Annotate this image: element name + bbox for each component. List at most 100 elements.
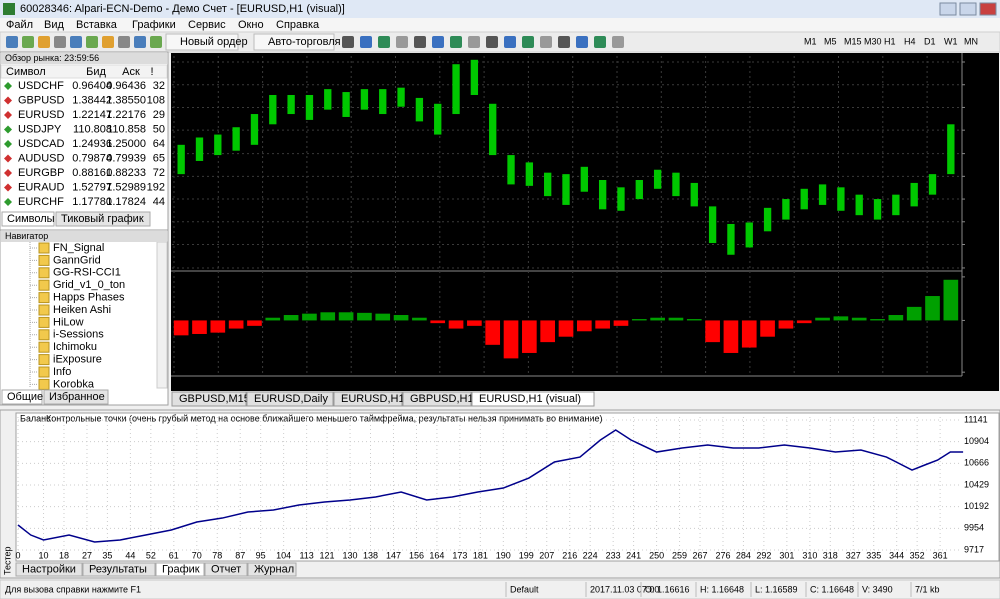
- symbol[interactable]: EURUSD: [18, 109, 65, 121]
- navigator-item[interactable]: i-Sessions: [53, 329, 104, 341]
- panel-tab[interactable]: [1, 211, 55, 227]
- minimize-button[interactable]: [939, 2, 957, 16]
- toolbar-icon[interactable]: [38, 36, 50, 48]
- navigator-item[interactable]: iExposure: [53, 354, 102, 366]
- timeframe-button[interactable]: W1: [944, 36, 958, 46]
- panel-tab[interactable]: [55, 211, 151, 227]
- column-header[interactable]: Бид: [86, 66, 106, 78]
- symbol[interactable]: GBPUSD: [18, 94, 65, 106]
- menu-item[interactable]: Вид: [44, 19, 64, 31]
- timeframe-button[interactable]: H1: [884, 36, 896, 46]
- symbol[interactable]: USDCAD: [18, 138, 65, 150]
- navigator-item[interactable]: GannGrid: [53, 254, 101, 266]
- toolbar-icon[interactable]: [504, 36, 516, 48]
- toolbar-icon[interactable]: [150, 36, 162, 48]
- column-header[interactable]: Аск: [122, 66, 140, 78]
- panel-tab-label[interactable]: Тиковый график: [61, 213, 144, 225]
- menu-item[interactable]: Графики: [132, 19, 176, 31]
- tester-tab-label[interactable]: Результаты: [89, 563, 147, 575]
- toolbar-icon[interactable]: [540, 36, 552, 48]
- panel-tab-label[interactable]: Избранное: [49, 391, 105, 403]
- timeframe-button[interactable]: M15: [844, 36, 862, 46]
- tester-tab[interactable]: [204, 562, 248, 577]
- tester-tab-label[interactable]: Настройки: [22, 563, 76, 575]
- symbol[interactable]: USDCHF: [18, 80, 64, 92]
- chart-tab[interactable]: [333, 391, 403, 407]
- tester-tab[interactable]: [247, 562, 297, 577]
- navigator-item[interactable]: FN_Signal: [53, 242, 104, 254]
- menu-item[interactable]: Сервис: [188, 19, 226, 31]
- tester-tab[interactable]: [155, 562, 205, 577]
- chart-tab-label[interactable]: GBPUSD,M15: [179, 393, 250, 405]
- symbol[interactable]: AUDUSD: [18, 152, 65, 164]
- toolbar-icon[interactable]: [6, 36, 18, 48]
- timeframe-button[interactable]: D1: [924, 36, 936, 46]
- toolbar-icon[interactable]: [432, 36, 444, 48]
- navigator-item[interactable]: HiLow: [53, 316, 84, 328]
- timeframe-button[interactable]: M5: [824, 36, 837, 46]
- toolbar-icon[interactable]: [468, 36, 480, 48]
- tester-tab[interactable]: [82, 562, 156, 577]
- navigator-item[interactable]: Happs Phases: [53, 292, 125, 304]
- tester-tab[interactable]: [15, 562, 83, 577]
- toolbar-icon[interactable]: [594, 36, 606, 48]
- chart-tab-label[interactable]: GBPUSD,H1: [410, 393, 474, 405]
- symbol[interactable]: EURAUD: [18, 181, 65, 193]
- toolbar-icon[interactable]: [576, 36, 588, 48]
- toolbar-icon[interactable]: [22, 36, 34, 48]
- toolbar-icon[interactable]: [134, 36, 146, 48]
- toolbar-icon[interactable]: [450, 36, 462, 48]
- tester-tab-label[interactable]: График: [162, 563, 200, 575]
- toolbar-icon[interactable]: [558, 36, 570, 48]
- navigator-item[interactable]: Korobka: [53, 378, 95, 390]
- chart-tab-label[interactable]: EURUSD,H1: [341, 393, 405, 405]
- toolbar-icon[interactable]: [612, 36, 624, 48]
- navigator-item[interactable]: Grid_v1_0_ton: [53, 279, 125, 291]
- chart-tab-label[interactable]: EURUSD,Daily: [254, 393, 328, 405]
- timeframe-button[interactable]: M30: [864, 36, 882, 46]
- menu-item[interactable]: Справка: [276, 19, 320, 31]
- panel-tab[interactable]: [43, 389, 109, 405]
- navigator-item[interactable]: Heiken Ashi: [53, 304, 111, 316]
- menu-item[interactable]: Окно: [238, 19, 264, 31]
- symbol[interactable]: USDJPY: [18, 123, 62, 135]
- toolbar-icon[interactable]: [86, 36, 98, 48]
- menu-item[interactable]: Вставка: [76, 19, 118, 31]
- symbol[interactable]: EURCHF: [18, 196, 64, 208]
- toolbar-icon[interactable]: [342, 36, 354, 48]
- toolbar-icon[interactable]: [414, 36, 426, 48]
- navigator-item[interactable]: GG-RSI-CCI1: [53, 267, 121, 279]
- toolbar-icon[interactable]: [54, 36, 66, 48]
- panel-tab-label[interactable]: Символы: [7, 213, 55, 225]
- symbol[interactable]: EURGBP: [18, 167, 64, 179]
- tester-tab-label[interactable]: Отчет: [211, 563, 241, 575]
- chart-tab[interactable]: [402, 391, 472, 407]
- tester-tab-label[interactable]: Журнал: [254, 563, 294, 575]
- chart-tab[interactable]: [246, 391, 334, 407]
- column-header[interactable]: Символ: [6, 66, 46, 78]
- menu-item[interactable]: Файл: [6, 19, 33, 31]
- close-button[interactable]: [979, 2, 997, 16]
- chart-tab[interactable]: [171, 391, 247, 407]
- timeframe-button[interactable]: M1: [804, 36, 817, 46]
- maximize-button[interactable]: [959, 2, 977, 16]
- toolbar-icon[interactable]: [486, 36, 498, 48]
- timeframe-button[interactable]: MN: [964, 36, 978, 46]
- toolbar-icon[interactable]: [396, 36, 408, 48]
- autotrading-button[interactable]: [253, 33, 335, 51]
- toolbar-icon[interactable]: [70, 36, 82, 48]
- timeframe-button[interactable]: H4: [904, 36, 916, 46]
- scrollbar[interactable]: [156, 241, 168, 389]
- chart-tab[interactable]: [471, 391, 595, 407]
- panel-tab[interactable]: [1, 389, 43, 405]
- toolbar-icon[interactable]: [360, 36, 372, 48]
- panel-tab-label[interactable]: Общие: [7, 391, 43, 403]
- toolbar-icon[interactable]: [522, 36, 534, 48]
- toolbar-icon[interactable]: [118, 36, 130, 48]
- chart-tab-label[interactable]: EURUSD,H1 (visual): [479, 393, 581, 405]
- toolbar-icon[interactable]: [378, 36, 390, 48]
- toolbar-icon[interactable]: [102, 36, 114, 48]
- navigator-item[interactable]: Ichimoku: [53, 341, 97, 353]
- column-header[interactable]: !: [150, 66, 153, 78]
- navigator-item[interactable]: Info: [53, 366, 71, 378]
